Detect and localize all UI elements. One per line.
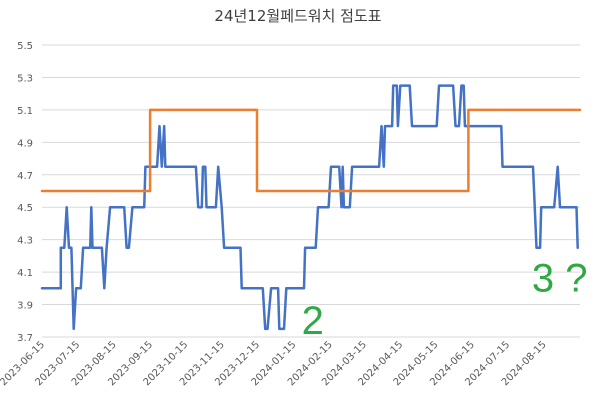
annotations: 2 3 ? (302, 257, 588, 343)
y-tick-label: 3.7 (17, 333, 33, 344)
y-tick-label: 5.5 (17, 41, 33, 52)
y-tick-label: 4.1 (17, 268, 33, 279)
y-tick-label: 4.9 (17, 138, 33, 149)
y-tick-label: 4.3 (17, 236, 33, 247)
annotation-label: 2 (302, 299, 324, 343)
y-axis-ticks: 3.7 3.9 4.1 4.3 4.5 4.7 4.9 5.1 5.3 5.5 (17, 41, 33, 344)
x-axis-ticks: 2023-06-152023-07-152023-08-152023-09-15… (0, 339, 549, 388)
chart-title: 24년12월페드워치 점도표 (214, 7, 381, 25)
y-tick-label: 4.7 (17, 171, 33, 182)
y-tick-label: 3.9 (17, 301, 33, 312)
y-tick-label: 5.3 (17, 73, 33, 84)
series-line-2 (42, 110, 580, 191)
annotation-label: 3 ? (532, 257, 588, 301)
y-tick-label: 4.5 (17, 203, 33, 214)
y-tick-label: 5.1 (17, 106, 33, 117)
